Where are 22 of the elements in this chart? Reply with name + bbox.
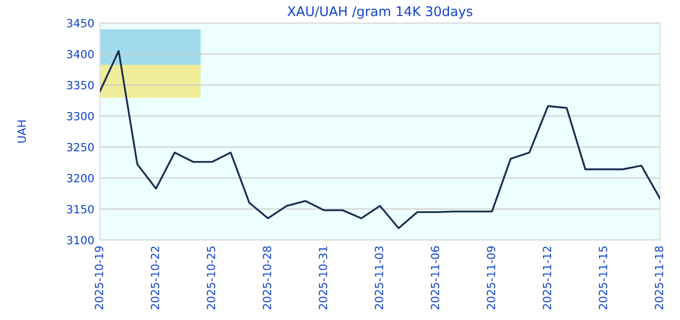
y-tick-label: 3450 bbox=[67, 18, 94, 28]
y-tick-label: 3400 bbox=[67, 50, 94, 58]
x-tick-label: 2025-11-03 bbox=[374, 246, 384, 310]
line-series bbox=[100, 50, 660, 230]
x-tick-label: 2025-10-31 bbox=[318, 246, 328, 310]
y-tick-label: 3100 bbox=[67, 236, 94, 244]
y-tick-label: 3350 bbox=[67, 80, 94, 90]
y-tick-label: 3250 bbox=[67, 142, 94, 152]
x-tick-label: 2025-11-06 bbox=[430, 246, 440, 310]
y-tick-label: 3150 bbox=[67, 204, 94, 214]
x-tick-label: 2025-10-22 bbox=[150, 246, 160, 310]
x-tick-label: 2025-11-15 bbox=[598, 246, 608, 310]
x-tick-label: 2025-10-19 bbox=[94, 246, 104, 310]
y-tick-label: 3300 bbox=[67, 112, 94, 120]
x-tick-label: 2025-11-18 bbox=[654, 246, 664, 310]
y-tick-label: 3200 bbox=[67, 174, 94, 182]
x-tick-label: 2025-11-12 bbox=[542, 246, 552, 310]
y-axis-title: UAH bbox=[18, 120, 26, 143]
x-tick-label: 2025-10-25 bbox=[206, 246, 216, 310]
x-tick-label: 2025-11-09 bbox=[486, 246, 496, 310]
x-tick-label: 2025-10-28 bbox=[262, 246, 272, 310]
chart-title: XAU/UAH /gram 14K 30days bbox=[287, 6, 472, 19]
